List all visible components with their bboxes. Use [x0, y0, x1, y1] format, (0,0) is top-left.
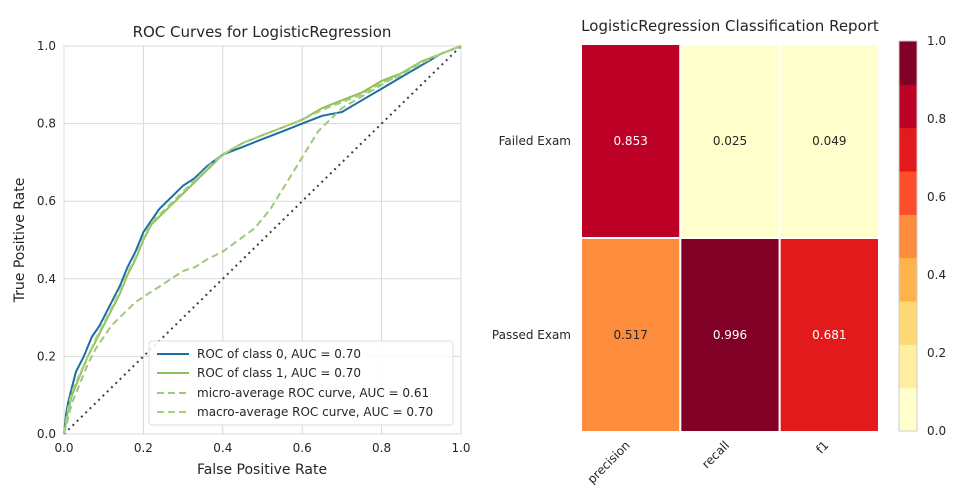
roc-legend-box — [148, 340, 454, 426]
roc-y-tick-labels: 0.0 0.2 0.4 0.6 0.8 1.0 — [37, 39, 56, 441]
roc-line-class-1 — [63, 45, 462, 435]
colorbar-bin — [899, 301, 917, 345]
heatmap-cell-value: 0.517 — [613, 328, 647, 342]
heatmap-cell — [580, 237, 682, 433]
roc-x-tick-label: 0.6 — [293, 441, 312, 455]
colorbar-tick-labels: 0.0 0.2 0.4 0.6 0.8 1.0 — [927, 34, 946, 438]
colorbar-bin — [899, 127, 917, 172]
legend-label-macro-average: macro-average ROC curve, AUC = 0.70 — [197, 405, 433, 419]
colorbar-bin — [899, 84, 917, 129]
heatmap-cell — [580, 43, 682, 239]
colorbar-outline — [898, 40, 918, 432]
heatmap-cell — [679, 43, 781, 239]
legend-label-class-0: ROC of class 0, AUC = 0.70 — [197, 347, 361, 361]
heatmap-cell — [778, 237, 881, 433]
roc-chart: ROC Curves for LogisticRegression 0.0 0.2… — [12, 23, 471, 478]
roc-reference-diagonal — [63, 45, 462, 435]
colorbar-bin — [899, 344, 917, 389]
colorbar-tick-label: 0.6 — [927, 190, 946, 204]
heatmap-row-label: Passed Exam — [492, 328, 571, 342]
classification-report: LogisticRegression Classification Report… — [492, 17, 946, 486]
colorbar-tick-label: 0.4 — [927, 268, 946, 282]
roc-grid — [63, 45, 462, 435]
legend-label-micro-average: micro-average ROC curve, AUC = 0.61 — [197, 386, 429, 400]
heatmap-column-label: precision — [585, 438, 633, 486]
heatmap-column-label: f1 — [813, 438, 831, 456]
colorbar-bin — [899, 171, 917, 215]
heatmap-cell-value: 0.025 — [713, 134, 747, 148]
heatmap-cell-value: 0.853 — [613, 134, 647, 148]
colorbar-tick-label: 1.0 — [927, 34, 946, 48]
roc-y-tick-label: 0.8 — [37, 117, 56, 131]
colorbar-tick-label: 0.2 — [927, 346, 946, 360]
heatmap-cell — [778, 43, 881, 239]
roc-y-tick-label: 0.0 — [37, 427, 56, 441]
heatmap-cells: 0.853 0.025 0.049 0.517 0.996 0.681 — [580, 43, 881, 433]
roc-line-class-0 — [63, 45, 462, 435]
roc-x-tick-label: 1.0 — [451, 441, 470, 455]
roc-series-group — [63, 45, 462, 435]
roc-line-micro-average — [63, 45, 462, 435]
roc-x-tick-label: 0.4 — [213, 441, 232, 455]
roc-x-tick-label: 0.8 — [372, 441, 391, 455]
colorbar-bin — [899, 257, 917, 302]
roc-x-tick-label: 0.2 — [134, 441, 153, 455]
heatmap-cell-value: 0.996 — [713, 328, 747, 342]
heatmap-column-label: recall — [699, 438, 732, 471]
colorbar-tick-label: 0.0 — [927, 424, 946, 438]
legend-label-class-1: ROC of class 1, AUC = 0.70 — [197, 366, 361, 380]
roc-x-tick-label: 0.0 — [54, 441, 73, 455]
heatmap-cell-value: 0.049 — [812, 134, 846, 148]
heatmap-column-labels: precision recall f1 — [585, 438, 832, 486]
roc-y-tick-label: 0.6 — [37, 194, 56, 208]
roc-legend: ROC of class 0, AUC = 0.70 ROC of class … — [148, 340, 454, 426]
roc-y-axis-label: True Positive Rate — [12, 178, 28, 304]
heatmap-cell — [679, 237, 781, 433]
roc-line-macro-average — [63, 45, 462, 435]
roc-chart-title: ROC Curves for LogisticRegression — [133, 23, 392, 41]
colorbar — [898, 40, 918, 432]
colorbar-tick-label: 0.8 — [927, 112, 946, 126]
heatmap-row-labels: Failed Exam Passed Exam — [492, 134, 571, 342]
roc-x-tick-labels: 0.0 0.2 0.4 0.6 0.8 1.0 — [54, 441, 470, 455]
colorbar-bin — [899, 214, 917, 259]
heatmap-cell-value: 0.681 — [812, 328, 846, 342]
report-title: LogisticRegression Classification Report — [581, 17, 879, 35]
colorbar-bin — [899, 41, 917, 85]
roc-x-axis-label: False Positive Rate — [197, 462, 327, 478]
roc-y-tick-label: 0.4 — [37, 272, 56, 286]
heatmap-row-label: Failed Exam — [499, 134, 571, 148]
roc-y-tick-label: 0.2 — [37, 349, 56, 363]
colorbar-bin — [899, 387, 917, 432]
roc-y-tick-label: 1.0 — [37, 39, 56, 53]
